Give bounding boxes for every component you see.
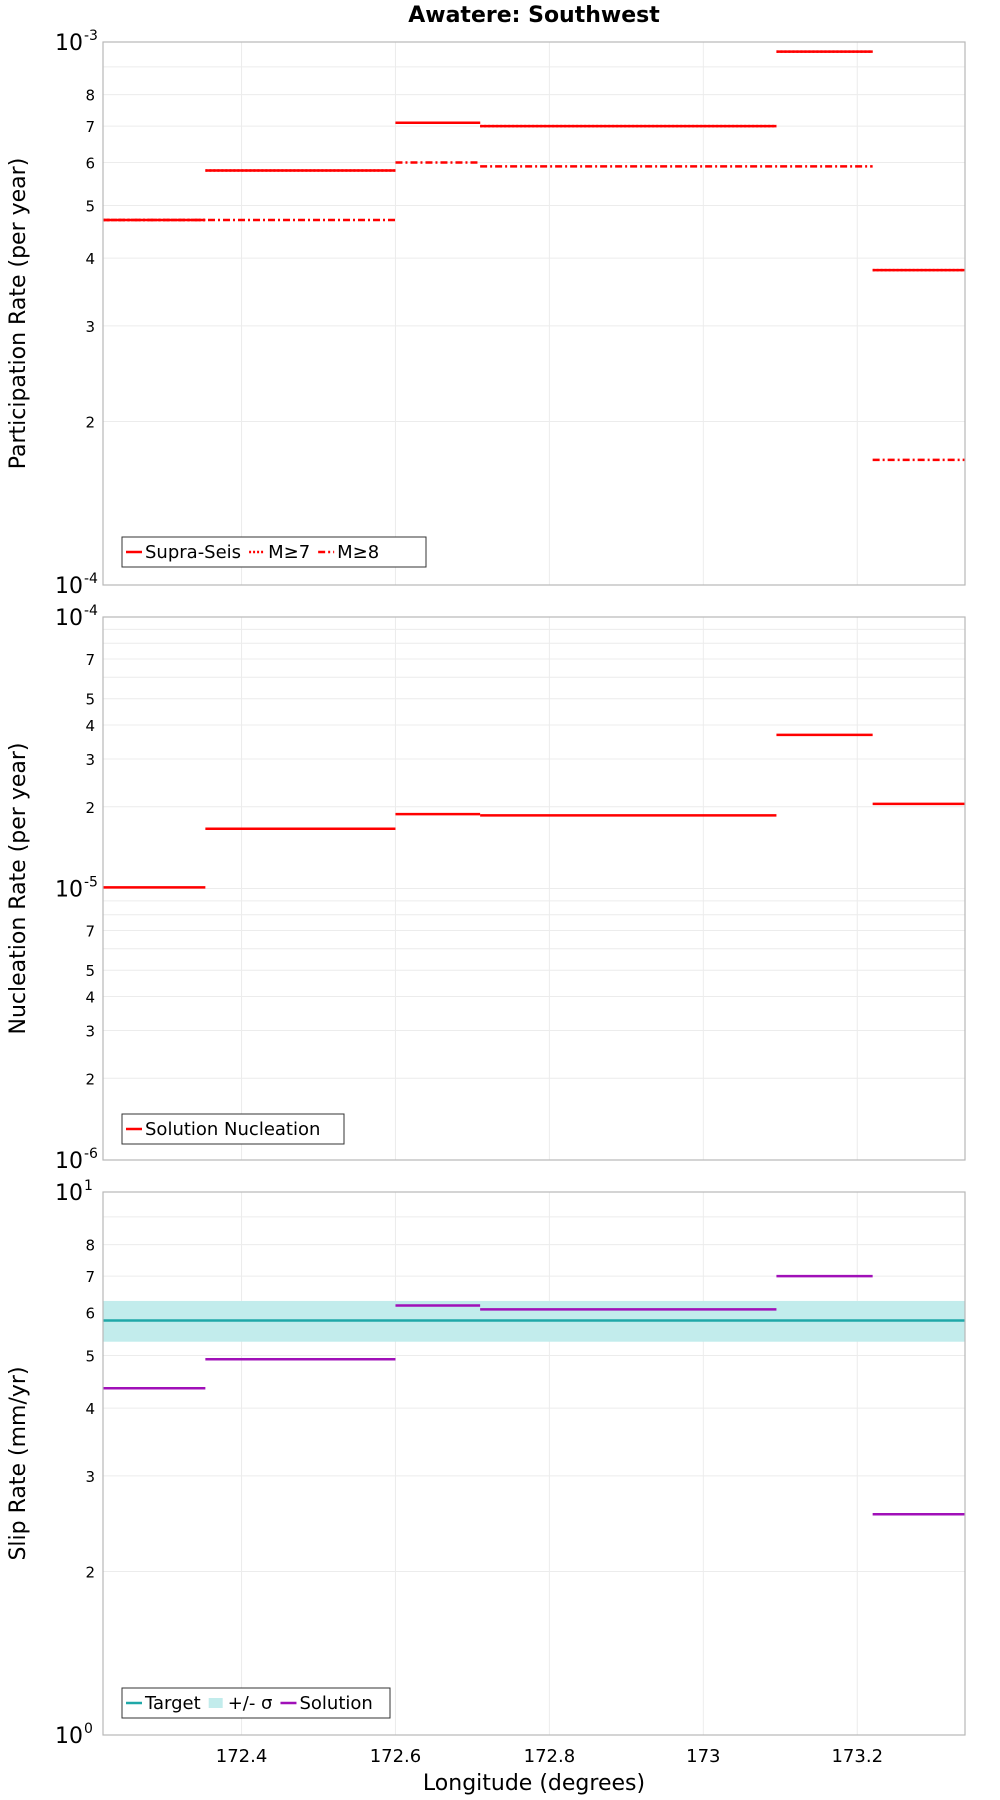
y-major-tick-base: 10: [55, 574, 83, 599]
legend-label: Target: [144, 1693, 201, 1714]
y-tick-label: 4: [85, 989, 95, 1007]
legend-swatch: [208, 1698, 223, 1708]
legend-label: Supra-Seis: [145, 542, 241, 563]
legend-entry: M≥8: [318, 542, 379, 563]
y-tick-label: 2: [85, 1564, 95, 1582]
legend-label: M≥8: [337, 542, 379, 563]
y-major-tick-exp: 1: [84, 1178, 93, 1194]
y-tick-label: 3: [85, 1468, 95, 1486]
y-major-tick-exp: 0: [84, 1721, 93, 1737]
y-tick-label: 3: [85, 1022, 95, 1040]
y-major-tick-exp: -4: [84, 571, 98, 587]
y-major-tick-base: 10: [55, 31, 83, 56]
chart-title: Awatere: Southwest: [408, 3, 660, 28]
y-tick-label: 6: [85, 154, 95, 172]
y-tick-label: 8: [85, 1237, 95, 1255]
legend-entry: +/- σ: [208, 1693, 273, 1714]
legend-box: [121, 1687, 391, 1719]
plot-frame: [102, 41, 966, 586]
y-tick-label: 3: [85, 318, 95, 336]
y-major-tick-base: 10: [55, 1149, 83, 1174]
y-major-tick-exp: -6: [84, 1146, 98, 1162]
legend: Supra-Seis M≥7 M≥8: [121, 536, 427, 568]
y-major-tick-label: 10 1: [55, 1178, 93, 1206]
y-major-tick-label: 10 -6: [55, 1146, 98, 1174]
plot-frame: [102, 1191, 966, 1736]
x-tick-label: 173.2: [831, 1746, 883, 1767]
y-major-tick-base: 10: [55, 878, 83, 903]
y-tick-label: 6: [85, 1304, 95, 1322]
y-major-tick-exp: -4: [84, 603, 98, 619]
legend-entry: Supra-Seis: [126, 542, 241, 563]
legend-entry: Solution Nucleation: [126, 1119, 320, 1140]
x-tick-label: 173: [686, 1746, 720, 1767]
y-tick-label: 3: [85, 751, 95, 769]
y-tick-label: 2: [85, 414, 95, 432]
legend: Solution Nucleation: [121, 1113, 345, 1145]
y-tick-label: 7: [85, 1268, 95, 1286]
series-Supra-Seis: [103, 50, 965, 272]
x-tick-label: 172.8: [524, 1746, 576, 1767]
legend-box: [121, 536, 427, 568]
series-Solution Nucleation: [103, 733, 965, 889]
series-M≥7: [103, 50, 965, 272]
y-tick-label: 7: [85, 651, 95, 669]
x-axis-label: Longitude (degrees): [423, 1771, 645, 1796]
y-major-tick-label: 10 -5: [55, 875, 98, 903]
y-major-tick-label: 10 0: [55, 1721, 93, 1749]
y-tick-label: 7: [85, 118, 95, 136]
y-major-tick-label: 10 -4: [55, 571, 98, 599]
legend-entry: Target: [126, 1693, 201, 1714]
legend-label: M≥7: [268, 542, 310, 563]
y-axis-label: Nucleation Rate (per year): [6, 743, 31, 1035]
y-tick-label: 2: [85, 799, 95, 817]
legend-label: +/- σ: [228, 1693, 273, 1714]
y-tick-label: 4: [85, 1400, 95, 1418]
y-major-tick-label: 10 -3: [55, 28, 98, 56]
y-major-tick-label: 10 -4: [55, 603, 98, 631]
y-major-tick-exp: -3: [84, 28, 98, 44]
y-tick-label: 5: [85, 962, 95, 980]
y-tick-label: 5: [85, 691, 95, 709]
y-major-tick-base: 10: [55, 1724, 83, 1749]
y-tick-label: 7: [85, 923, 95, 941]
y-axis-label: Slip Rate (mm/yr): [6, 1366, 31, 1560]
series-M≥8: [103, 161, 965, 462]
legend: Target +/- σ Solution: [121, 1687, 391, 1719]
y-tick-label: 4: [85, 717, 95, 735]
legend-entry: M≥7: [249, 542, 310, 563]
x-tick-label: 172.6: [370, 1746, 422, 1767]
series-Solution: [103, 1274, 965, 1516]
y-tick-label: 5: [85, 197, 95, 215]
y-major-tick-exp: -5: [84, 875, 98, 891]
x-tick-label: 172.4: [216, 1746, 268, 1767]
plot-frame: [102, 616, 966, 1161]
y-tick-label: 2: [85, 1070, 95, 1088]
legend-entry: Solution: [280, 1693, 373, 1714]
legend-label: Solution Nucleation: [145, 1119, 320, 1140]
y-tick-label: 8: [85, 87, 95, 105]
y-major-tick-base: 10: [55, 1181, 83, 1206]
y-tick-label: 5: [85, 1347, 95, 1365]
legend-label: Solution: [299, 1693, 372, 1714]
y-major-tick-base: 10: [55, 606, 83, 631]
y-axis-label: Participation Rate (per year): [6, 158, 31, 470]
y-tick-label: 4: [85, 250, 95, 268]
legend-box: [121, 1113, 345, 1145]
